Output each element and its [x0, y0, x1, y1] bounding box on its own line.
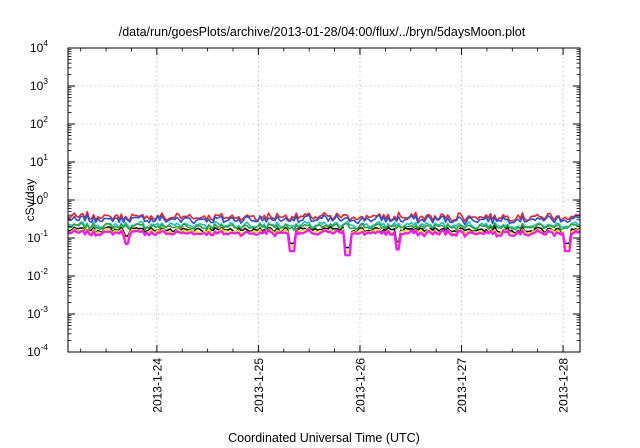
y-tick-label: 103: [30, 76, 48, 93]
x-tick-label: 2013-1-26: [353, 358, 367, 413]
x-tick-label: 2013-1-25: [252, 358, 266, 413]
x-tick-label: 2013-1-28: [557, 358, 571, 413]
y-tick-exponent: 0: [43, 190, 48, 200]
y-tick-exponent: -2: [40, 266, 48, 276]
y-tick-exponent: 1: [43, 152, 48, 162]
x-axis: 2013-1-24 2013-1-25 2013-1-26 2013-1-27 2013…: [80, 48, 571, 413]
y-tick-label: 101: [30, 152, 48, 169]
y-tick-label: 10-3: [27, 304, 48, 321]
y-tick-exponent: -4: [40, 342, 48, 352]
y-tick-exponent: 4: [43, 38, 48, 48]
x-tick-label: 2013-1-24: [150, 358, 164, 413]
x-tick-label: 2013-1-27: [455, 358, 469, 413]
series-line: [67, 213, 581, 226]
series-line: [67, 222, 581, 231]
y-tick-label: 102: [30, 114, 48, 131]
y-tick-exponent: 2: [43, 114, 48, 124]
series-line: [67, 228, 581, 257]
chart-title: /data/run/goesPlots/archive/2013-01-28/0…: [119, 25, 526, 39]
y-tick-exponent: 3: [43, 76, 48, 86]
series-line: [67, 225, 581, 249]
y-tick-exponent: -3: [40, 304, 48, 314]
y-tick-label: 104: [30, 38, 48, 55]
grid-lines: [68, 48, 580, 352]
series-line: [67, 210, 581, 223]
y-axis-label: cSv/day: [23, 179, 37, 222]
y-tick-label: 10-1: [27, 228, 48, 245]
y-tick-label: 10-4: [27, 342, 48, 359]
series-group: [67, 210, 581, 257]
y-tick-label: 10-2: [27, 266, 48, 283]
x-axis-label: Coordinated Universal Time (UTC): [228, 431, 420, 445]
series-line: [67, 220, 581, 230]
y-tick-exponent: -1: [40, 228, 48, 238]
